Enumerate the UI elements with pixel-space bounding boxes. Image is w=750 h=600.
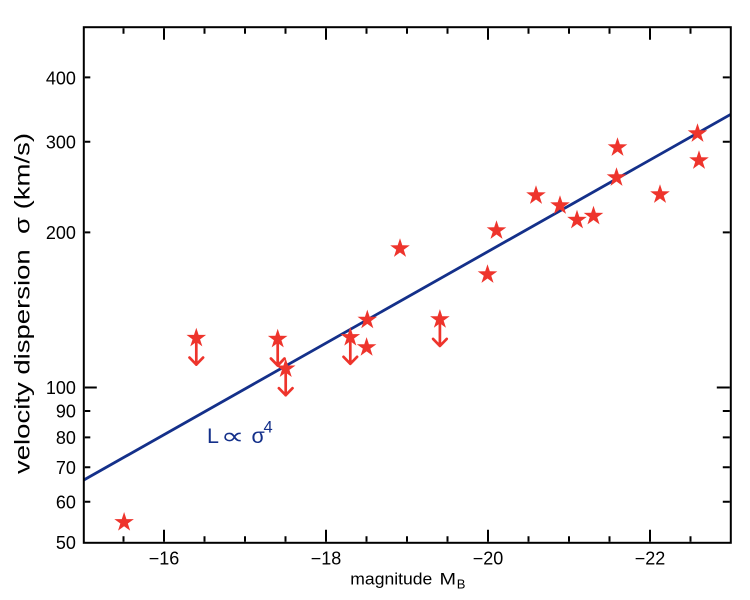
svg-text:80: 80	[56, 428, 76, 448]
svg-text:200: 200	[46, 223, 76, 243]
svg-text:velocity dispersion σ (km/s): velocity dispersion σ (km/s)	[12, 133, 35, 474]
svg-text:50: 50	[56, 533, 76, 553]
svg-text:σ: σ	[252, 424, 265, 448]
svg-text:M: M	[440, 571, 457, 589]
svg-text:−16: −16	[149, 549, 180, 569]
svg-text:400: 400	[46, 69, 76, 89]
svg-text:70: 70	[56, 458, 76, 478]
svg-text:B: B	[457, 577, 466, 592]
svg-text:magnitude: magnitude	[350, 570, 432, 589]
svg-text:60: 60	[56, 492, 76, 512]
svg-text:−20: −20	[473, 549, 504, 569]
svg-text:4: 4	[264, 419, 273, 437]
svg-text:−22: −22	[635, 549, 666, 569]
svg-text:100: 100	[46, 378, 76, 398]
svg-text:90: 90	[56, 402, 76, 422]
svg-text:300: 300	[46, 132, 76, 152]
svg-text:−18: −18	[311, 549, 342, 569]
svg-text:L: L	[207, 424, 219, 448]
svg-text:∝: ∝	[221, 423, 244, 449]
